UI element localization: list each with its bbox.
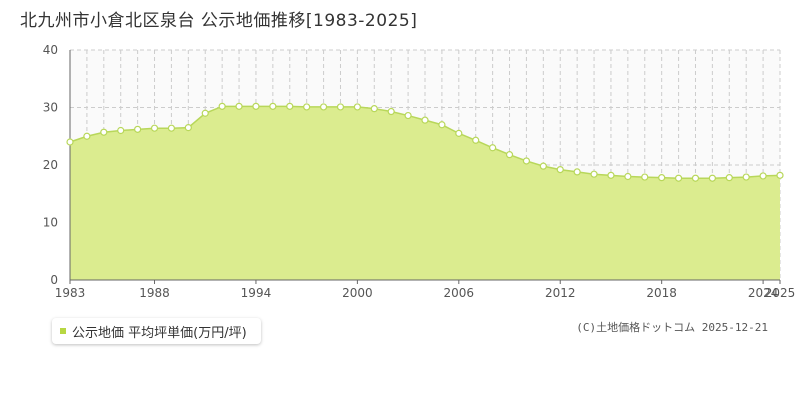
data-point bbox=[404, 111, 412, 120]
y-tick-label: 20 bbox=[43, 158, 58, 172]
tick-labels: 0 10 20 30 40 1983 1988 1994 2000 2006 2012 2018 202… bbox=[43, 43, 796, 300]
data-point bbox=[252, 102, 260, 110]
data-point bbox=[455, 129, 463, 137]
data-point bbox=[134, 125, 142, 133]
data-point bbox=[624, 172, 632, 181]
x-tick-label: 2024 bbox=[748, 286, 779, 300]
y-tick-label: 30 bbox=[43, 101, 58, 115]
data-point bbox=[691, 174, 700, 182]
data-point bbox=[539, 162, 547, 170]
data-point bbox=[505, 151, 514, 159]
legend-label: 公示地価 平均坪単価(万円/坪) bbox=[72, 325, 247, 341]
x-tick-label: 1994 bbox=[241, 286, 272, 300]
data-point bbox=[117, 126, 125, 135]
y-tick-label: 0 bbox=[50, 273, 58, 287]
data-point bbox=[674, 174, 683, 182]
data-point bbox=[303, 103, 311, 111]
x-tick-label: 1983 bbox=[55, 286, 86, 300]
x-tick-label: 2018 bbox=[646, 286, 677, 300]
data-point bbox=[590, 170, 598, 178]
data-point bbox=[776, 171, 784, 179]
data-point bbox=[218, 102, 226, 110]
data-point bbox=[759, 172, 767, 180]
data-point bbox=[150, 124, 159, 132]
data-point bbox=[556, 166, 564, 174]
data-point bbox=[66, 138, 74, 146]
data-point bbox=[286, 102, 294, 110]
x-tick-label: 1988 bbox=[139, 286, 170, 300]
data-point bbox=[658, 174, 666, 182]
x-tick-label: 2000 bbox=[342, 286, 373, 300]
data-point bbox=[319, 103, 328, 111]
y-tick-label: 10 bbox=[43, 216, 58, 230]
data-point bbox=[269, 102, 277, 110]
data-point bbox=[336, 103, 345, 111]
data-point bbox=[742, 173, 750, 181]
data-point bbox=[573, 168, 581, 176]
data-point bbox=[184, 124, 192, 132]
data-point bbox=[438, 121, 446, 129]
data-point bbox=[708, 174, 716, 182]
x-tick-label: 2025 bbox=[765, 286, 796, 300]
data-point bbox=[201, 109, 209, 117]
credit-text: (C)土地価格ドットコム 2025-12-21 bbox=[576, 321, 768, 334]
data-point bbox=[353, 103, 361, 111]
x-tick-label: 2012 bbox=[545, 286, 576, 300]
data-point bbox=[522, 157, 531, 165]
legend: 公示地価 平均坪単価(万円/坪) bbox=[52, 318, 261, 344]
data-point bbox=[489, 144, 497, 152]
data-point bbox=[167, 124, 176, 132]
data-point bbox=[472, 136, 480, 144]
data-points bbox=[66, 102, 784, 182]
chart-title: 北九州市小倉北区泉台 公示地価推移[1983-2025] bbox=[20, 11, 418, 31]
area-fill bbox=[70, 106, 780, 280]
data-point bbox=[370, 105, 378, 113]
y-tick-label: 40 bbox=[43, 43, 58, 57]
data-point bbox=[100, 128, 108, 136]
data-point bbox=[83, 132, 91, 140]
data-point bbox=[641, 173, 649, 181]
x-tick-label: 2006 bbox=[444, 286, 475, 300]
data-point bbox=[607, 171, 615, 179]
axes bbox=[69, 50, 781, 284]
data-point bbox=[387, 107, 395, 116]
data-point bbox=[235, 102, 243, 110]
data-point bbox=[725, 174, 733, 182]
legend-swatch-icon bbox=[60, 328, 66, 334]
data-point bbox=[421, 116, 429, 124]
